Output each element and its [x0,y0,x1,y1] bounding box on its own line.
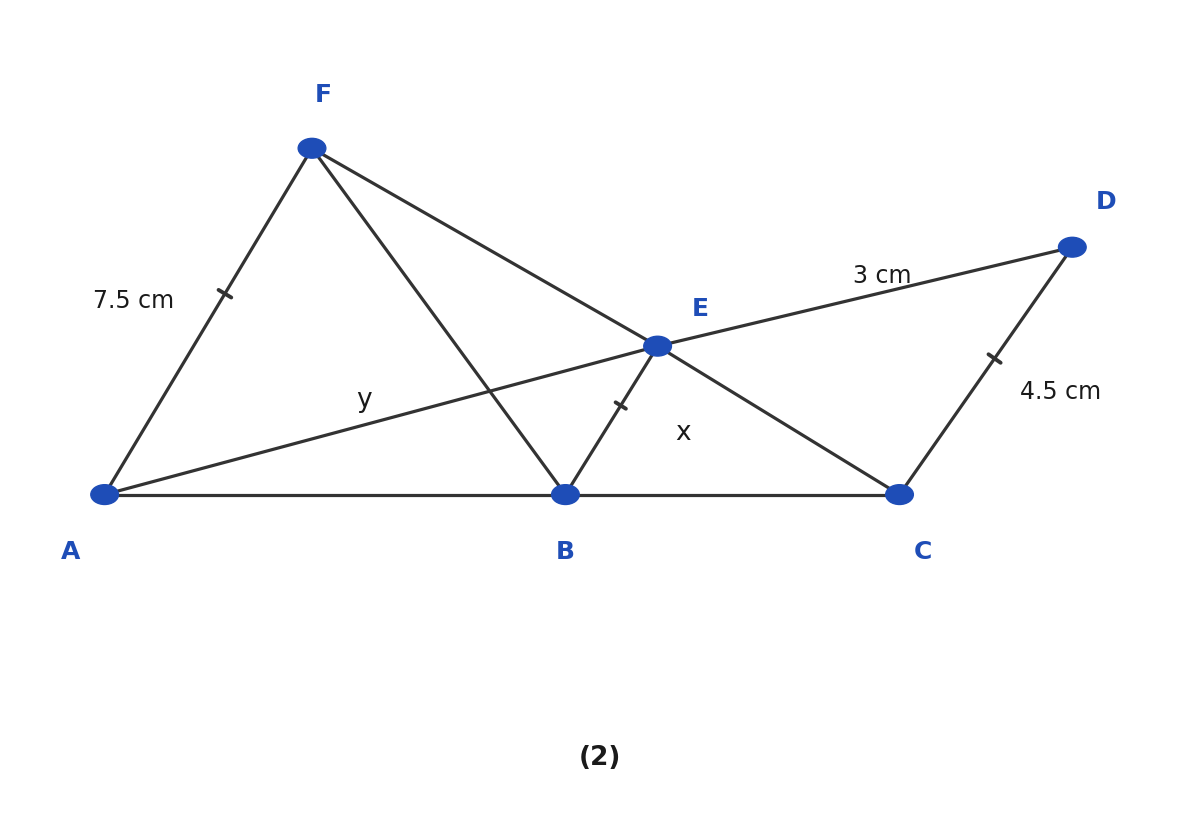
Text: 7.5 cm: 7.5 cm [94,289,174,313]
Text: B: B [556,540,575,564]
Circle shape [1058,237,1086,257]
Text: C: C [913,540,931,564]
Circle shape [643,336,672,356]
Text: (2): (2) [578,746,622,771]
Circle shape [298,139,326,158]
Text: E: E [692,297,709,322]
Text: A: A [60,540,79,564]
Text: 3 cm: 3 cm [853,264,912,288]
Text: 4.5 cm: 4.5 cm [1020,379,1102,403]
Circle shape [91,485,119,504]
Text: x: x [674,419,690,446]
Text: y: y [356,387,372,413]
Text: D: D [1096,190,1116,215]
Text: F: F [316,83,332,107]
Circle shape [886,485,913,504]
Circle shape [552,485,580,504]
